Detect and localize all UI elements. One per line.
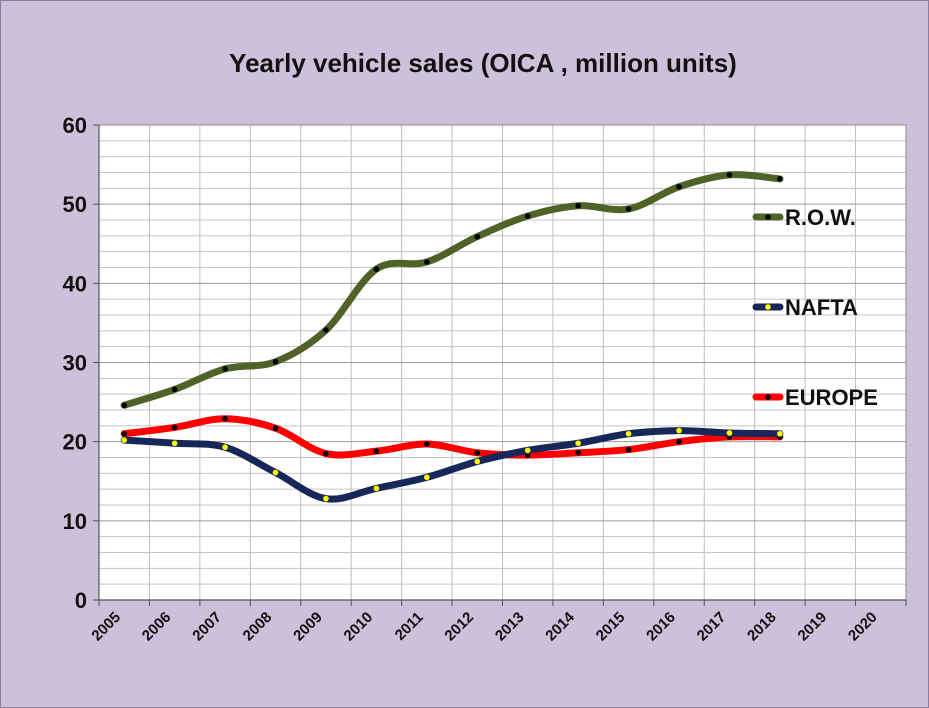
- data-point-europe: [171, 424, 178, 431]
- data-point-nafta: [726, 430, 733, 436]
- data-point-nafta: [676, 427, 682, 434]
- legend-marker-europe: [765, 394, 771, 400]
- data-point-europe: [625, 446, 632, 453]
- data-point-nafta: [575, 440, 581, 447]
- plot-area: 0 10 20 30 40 50 60 2005 2006 2007 2008 2009 2010 201…: [63, 113, 907, 645]
- y-tick-label: 30: [63, 351, 87, 376]
- legend-item-nafta: NAFTA: [752, 295, 858, 320]
- data-point-europe: [575, 449, 581, 456]
- x-tick-label: 2010: [341, 609, 377, 645]
- y-tick-label: 20: [63, 430, 87, 455]
- data-point-r-o-w: [424, 259, 430, 265]
- data-point-r-o-w: [625, 206, 632, 212]
- series-line-nafta: [120, 427, 784, 503]
- data-point-nafta: [474, 458, 481, 465]
- series-line-europe: [120, 415, 784, 459]
- data-point-r-o-w: [121, 402, 128, 409]
- data-point-nafta: [625, 430, 632, 437]
- chart-title: Yearly vehicle sales (OICA , million uni…: [229, 48, 737, 78]
- data-point-r-o-w: [474, 233, 481, 240]
- x-tick-label: 2017: [694, 609, 730, 645]
- series-r-o-w: [120, 171, 784, 409]
- legend-label-europe: EUROPE: [785, 385, 878, 410]
- series-europe: [120, 415, 784, 459]
- x-tick-label: 2018: [744, 609, 780, 645]
- x-tick-label: 2008: [240, 609, 276, 645]
- data-point-r-o-w: [575, 202, 581, 209]
- data-point-r-o-w: [171, 386, 178, 393]
- legend-label-nafta: NAFTA: [785, 295, 858, 320]
- x-tick-label: 2019: [795, 609, 831, 645]
- data-point-nafta: [222, 444, 228, 451]
- data-point-europe: [373, 448, 380, 454]
- legend-item-r-o-w: R.O.W.: [752, 205, 856, 230]
- x-tick-label: 2014: [542, 608, 578, 644]
- data-point-r-o-w: [272, 358, 279, 365]
- x-tick-label: 2020: [845, 609, 881, 645]
- x-tick-label: 2012: [441, 609, 477, 645]
- data-point-nafta: [272, 469, 279, 476]
- data-point-nafta: [373, 485, 380, 492]
- data-point-r-o-w: [676, 183, 682, 190]
- legend-label-r-o-w: R.O.W.: [785, 205, 856, 230]
- x-tick-label: 2006: [139, 609, 175, 645]
- data-point-nafta: [424, 474, 430, 481]
- data-point-r-o-w: [777, 176, 783, 182]
- y-tick-label: 60: [63, 113, 87, 138]
- data-point-r-o-w: [323, 327, 329, 333]
- data-point-nafta: [171, 440, 178, 447]
- x-tick-label: 2016: [643, 609, 679, 645]
- legend-marker-r-o-w: [765, 214, 771, 220]
- data-point-nafta: [121, 437, 128, 443]
- x-tick-label: 2015: [593, 609, 629, 645]
- x-tick-label: 2011: [392, 609, 427, 644]
- legend: R.O.W. NAFTA EUROPE: [752, 205, 878, 410]
- data-point-nafta: [777, 430, 783, 437]
- data-point-nafta: [524, 447, 531, 454]
- data-point-europe: [272, 425, 279, 432]
- x-tick-label: 2013: [492, 609, 528, 645]
- data-point-r-o-w: [222, 366, 228, 372]
- y-tick-label: 0: [75, 588, 87, 613]
- data-point-r-o-w: [373, 266, 380, 272]
- legend-marker-nafta: [765, 304, 771, 310]
- data-point-r-o-w: [726, 172, 733, 178]
- series-nafta: [120, 427, 784, 503]
- data-point-europe: [222, 415, 228, 422]
- y-tick-label: 50: [63, 192, 87, 217]
- data-point-r-o-w: [524, 213, 531, 219]
- data-point-europe: [323, 450, 329, 457]
- data-point-europe: [121, 430, 128, 437]
- data-point-europe: [676, 438, 682, 445]
- data-point-nafta: [323, 495, 329, 502]
- legend-item-europe: EUROPE: [752, 385, 878, 410]
- x-tick-label: 2007: [189, 609, 225, 645]
- data-point-europe: [424, 441, 430, 447]
- x-tick-label: 2005: [88, 609, 124, 645]
- x-tick-label: 2009: [290, 609, 326, 645]
- series-line-r-o-w: [120, 171, 784, 409]
- data-point-europe: [474, 449, 481, 456]
- y-tick-label: 40: [63, 271, 87, 296]
- y-tick-label: 10: [63, 509, 87, 534]
